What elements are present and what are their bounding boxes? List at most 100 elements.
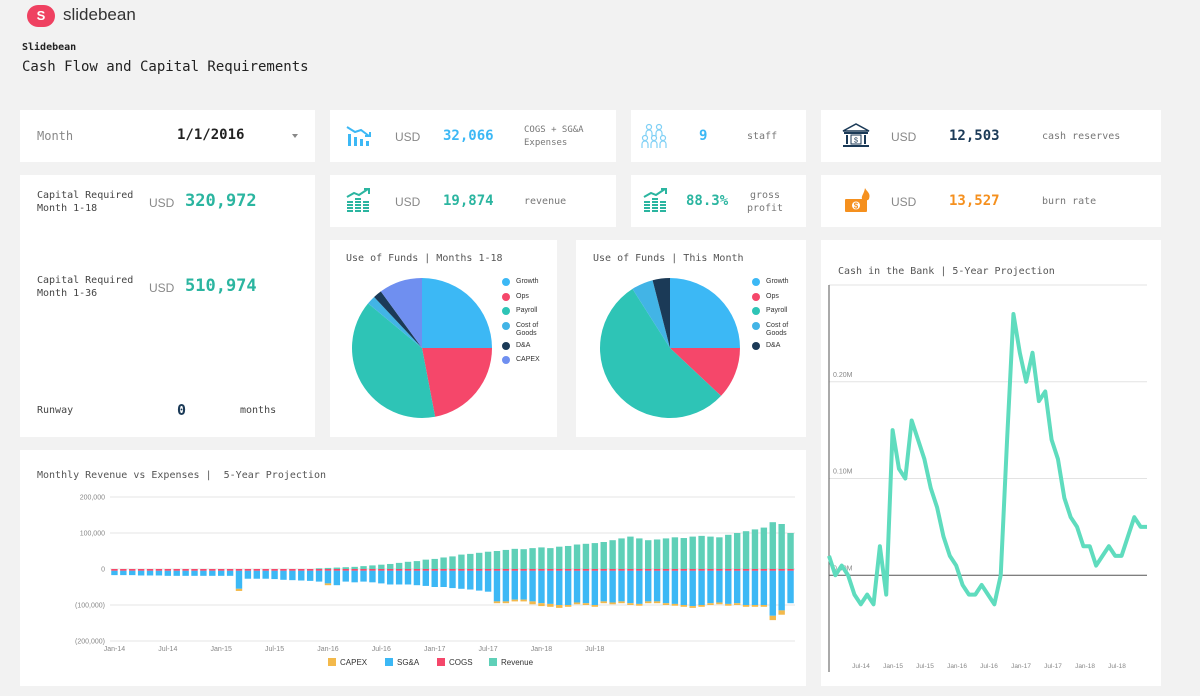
sga-bar bbox=[200, 570, 207, 576]
sga-bar bbox=[422, 570, 430, 586]
sga-bar bbox=[733, 570, 741, 604]
cogs-bar bbox=[449, 569, 456, 571]
revenue-bar bbox=[484, 551, 492, 569]
cogs-bar bbox=[653, 569, 661, 571]
revenue-bar bbox=[689, 536, 696, 569]
sga-bar bbox=[182, 570, 189, 576]
x-tick-label: Jan-18 bbox=[531, 646, 553, 653]
bar-chart-title: Monthly Revenue vs Expenses | 5-Year Pro… bbox=[37, 470, 326, 481]
sga-bar bbox=[645, 570, 652, 602]
legend-swatch bbox=[752, 307, 760, 315]
sga-bar bbox=[333, 570, 341, 586]
revenue-bar bbox=[360, 566, 367, 569]
up-trend-icon bbox=[346, 188, 370, 212]
x-tick-label: Jan-17 bbox=[1011, 663, 1031, 670]
cogs-bar bbox=[342, 569, 349, 571]
cogs-bar bbox=[387, 569, 394, 571]
sga-bar bbox=[431, 570, 438, 587]
sga-bar bbox=[778, 570, 785, 611]
month-dropdown[interactable]: 1/1/2016 bbox=[130, 110, 305, 162]
cogs-bar bbox=[262, 569, 269, 571]
legend-label: Payroll bbox=[516, 307, 538, 314]
legend-swatch bbox=[752, 278, 760, 286]
capex-bar bbox=[689, 606, 696, 608]
x-tick-label: Jan-18 bbox=[1075, 663, 1095, 670]
capex-bar bbox=[742, 605, 750, 607]
sga-bar bbox=[351, 570, 358, 583]
sga-bar bbox=[556, 570, 563, 605]
sga-bar bbox=[120, 570, 127, 576]
cogs-bar bbox=[609, 569, 616, 571]
cogs-bar bbox=[306, 569, 314, 571]
sga-bar bbox=[725, 570, 732, 604]
cogs-bar bbox=[155, 569, 163, 571]
cogs-bar bbox=[716, 569, 723, 571]
legend-swatch bbox=[502, 278, 510, 286]
cogs-bar bbox=[137, 569, 145, 571]
x-tick-label: Jul-18 bbox=[1108, 663, 1126, 670]
sga-bar bbox=[520, 570, 527, 600]
cogs-bar bbox=[271, 569, 278, 571]
capex-bar bbox=[538, 603, 545, 607]
cogs-bar bbox=[209, 569, 216, 571]
capex-bar bbox=[511, 599, 518, 602]
revenue-bar bbox=[725, 534, 732, 569]
company-name: Slidebean bbox=[22, 42, 77, 53]
sga-bar bbox=[111, 570, 118, 576]
cogs-bar bbox=[484, 569, 492, 571]
use-of-funds-month-card: Use of Funds | This Month Growth Ops Payro… bbox=[576, 240, 806, 437]
capex-bar bbox=[547, 603, 554, 607]
revenue-bar bbox=[475, 552, 483, 569]
capex-bar bbox=[564, 605, 572, 607]
burning-money-icon: $ bbox=[845, 188, 870, 212]
cogs-bar bbox=[573, 569, 581, 571]
pie1-chart bbox=[352, 278, 492, 418]
revenue-bar bbox=[387, 563, 394, 569]
revenue-bar bbox=[449, 556, 456, 569]
sga-bar bbox=[209, 570, 216, 576]
sga-bar bbox=[787, 570, 794, 604]
pie2-chart bbox=[600, 278, 740, 418]
cogs-bar bbox=[315, 569, 323, 571]
cogs-bar bbox=[760, 569, 768, 571]
legend-label: CAPEX bbox=[340, 658, 368, 667]
revenue-bar bbox=[671, 537, 679, 569]
capex-bar bbox=[760, 605, 768, 607]
capex-bar bbox=[627, 603, 634, 605]
burn-rate-currency: USD bbox=[891, 195, 917, 209]
capital-36-value: 510,974 bbox=[185, 276, 257, 296]
revenue-bar bbox=[511, 548, 518, 569]
pie-slice-growth bbox=[422, 278, 492, 348]
revenue-bar bbox=[520, 549, 527, 569]
legend-label: Growth bbox=[516, 278, 539, 285]
month-value: 1/1/2016 bbox=[177, 127, 245, 143]
cogs-bar bbox=[431, 569, 438, 571]
legend-label: Growth bbox=[766, 278, 789, 285]
capex-bar bbox=[698, 605, 705, 607]
page-title: Cash Flow and Capital Requirements bbox=[22, 59, 309, 75]
cogs-bar bbox=[369, 569, 376, 571]
cogs-bar bbox=[627, 569, 634, 571]
sga-bar bbox=[760, 570, 768, 605]
sga-bar bbox=[591, 570, 599, 605]
y-tick-label: (100,000) bbox=[75, 603, 105, 610]
revenue-bar bbox=[378, 564, 385, 569]
revenue-bar bbox=[351, 566, 358, 569]
svg-text:$: $ bbox=[854, 202, 859, 211]
pie-slice-ops bbox=[670, 348, 740, 396]
capex-bar bbox=[725, 603, 732, 606]
pie-slice-cost-of-goods bbox=[632, 280, 670, 348]
sga-bar bbox=[484, 570, 492, 592]
cogs-bar bbox=[235, 569, 243, 571]
cogs-bar bbox=[742, 569, 750, 571]
revenue-bar bbox=[413, 561, 421, 569]
capex-bar bbox=[591, 605, 599, 607]
capex-bar bbox=[502, 601, 510, 604]
revenue-bar bbox=[751, 529, 759, 569]
sga-bar bbox=[547, 570, 554, 604]
capex-bar bbox=[582, 603, 590, 605]
expenses-card: USD 32,066 COGS + SG&A Expenses bbox=[330, 110, 616, 162]
pie-slice-capex bbox=[380, 278, 422, 348]
sga-bar bbox=[564, 570, 572, 605]
revenue-bar bbox=[760, 527, 768, 569]
